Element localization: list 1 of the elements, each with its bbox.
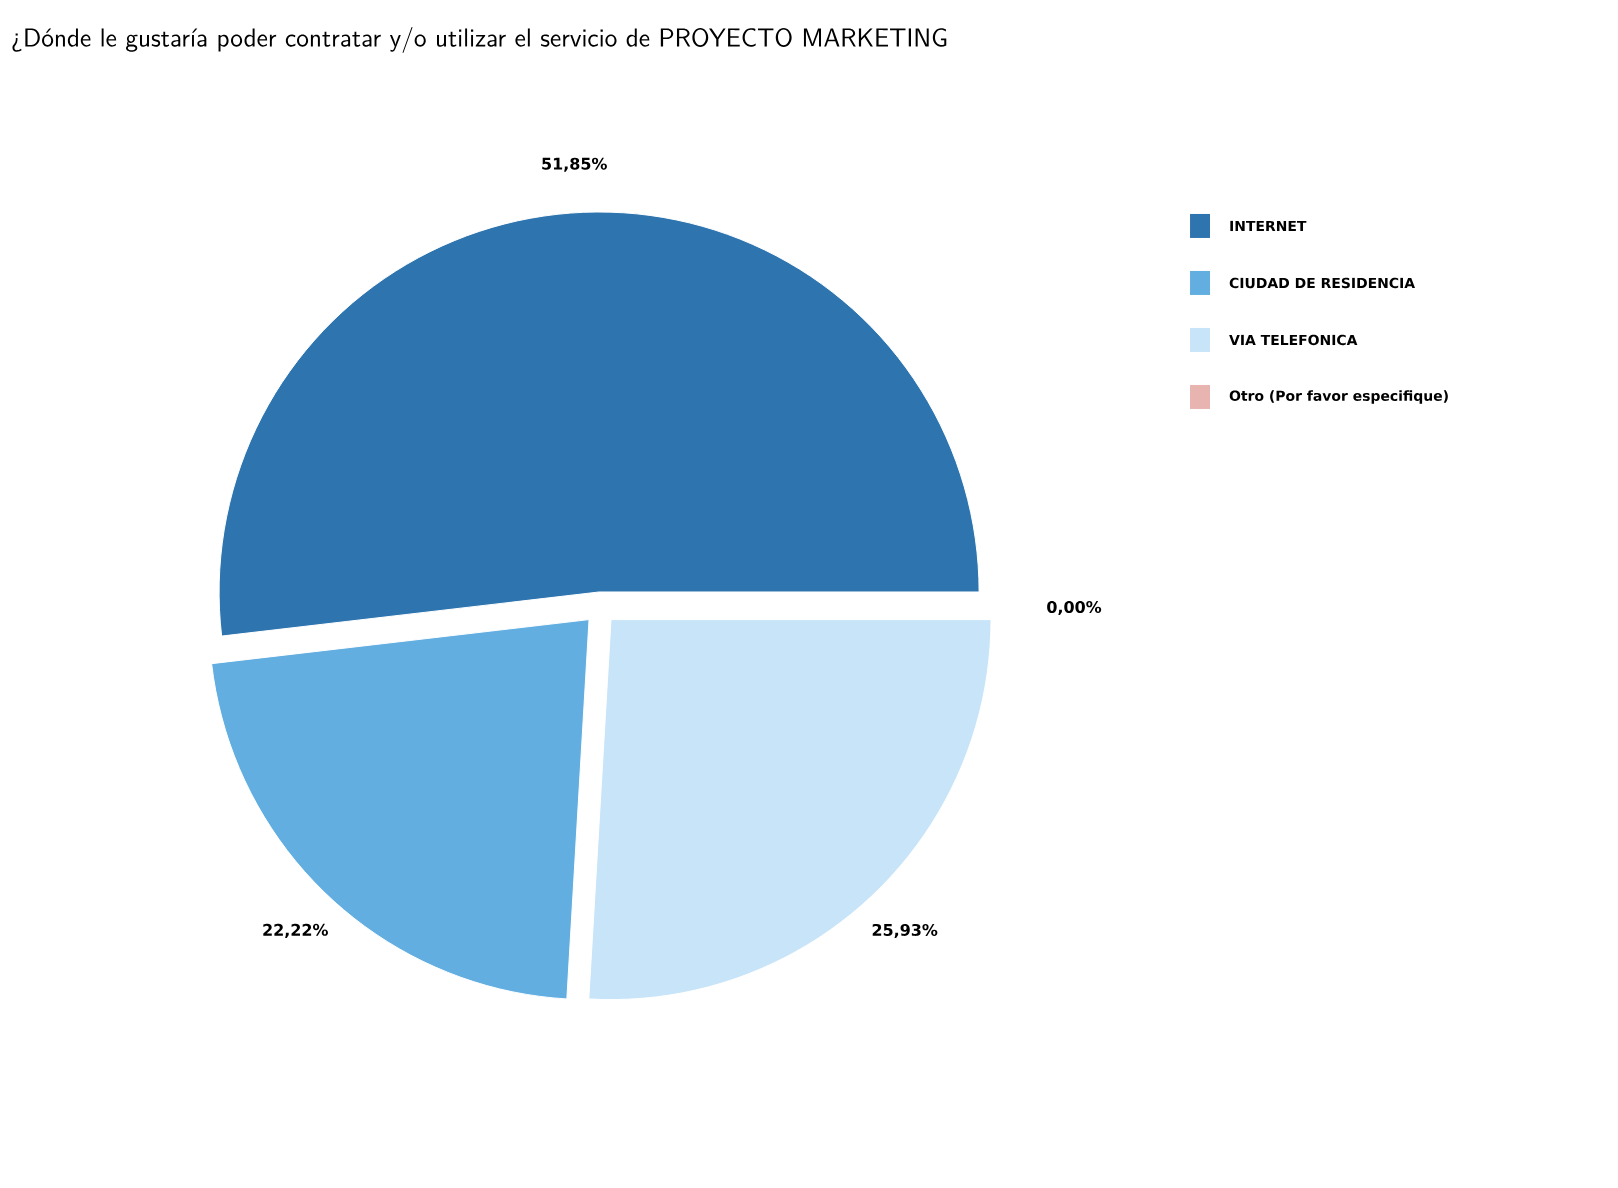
chart-title: ¿Dónde le gustaría poder contratar y/o utilizar el servicio de PROYECTO MARKETING xyxy=(12,26,947,53)
